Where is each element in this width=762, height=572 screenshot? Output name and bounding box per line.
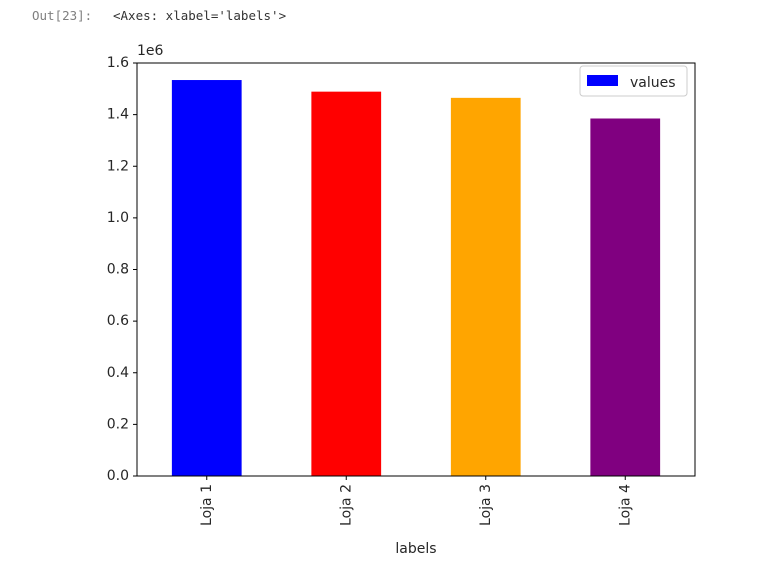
bar-3 [450, 97, 521, 477]
y-tick-label: 0.2 [107, 416, 129, 432]
y-tick-label: 1.0 [107, 210, 129, 226]
x-tick-label: Loja 4 [617, 484, 633, 526]
legend-swatch [587, 75, 618, 86]
y-tick-label: 1.6 [107, 55, 129, 71]
bar-4 [590, 118, 661, 476]
x-tick-label: Loja 3 [478, 484, 494, 526]
legend-label: values [630, 75, 676, 91]
y-tick-label: 0.4 [107, 365, 129, 381]
y-tick-label: 1.4 [107, 107, 129, 123]
bar-2 [311, 91, 382, 476]
x-tick-label: Loja 2 [338, 484, 354, 526]
y-offset-text: 1e6 [137, 43, 164, 59]
cell-prompt: Out[23]: [32, 8, 93, 23]
y-tick-label: 0.6 [107, 313, 129, 329]
bar-1 [171, 80, 242, 476]
y-tick-label: 0.0 [107, 468, 129, 484]
x-tick-label: Loja 1 [199, 484, 215, 526]
legend: values [579, 65, 688, 97]
y-tick-label: 1.2 [107, 158, 129, 174]
x-axis-label: labels [395, 541, 436, 557]
cell-output-text: <Axes: xlabel='labels'> [113, 8, 287, 23]
legend-box [579, 65, 688, 97]
y-tick-label: 0.8 [107, 262, 129, 278]
